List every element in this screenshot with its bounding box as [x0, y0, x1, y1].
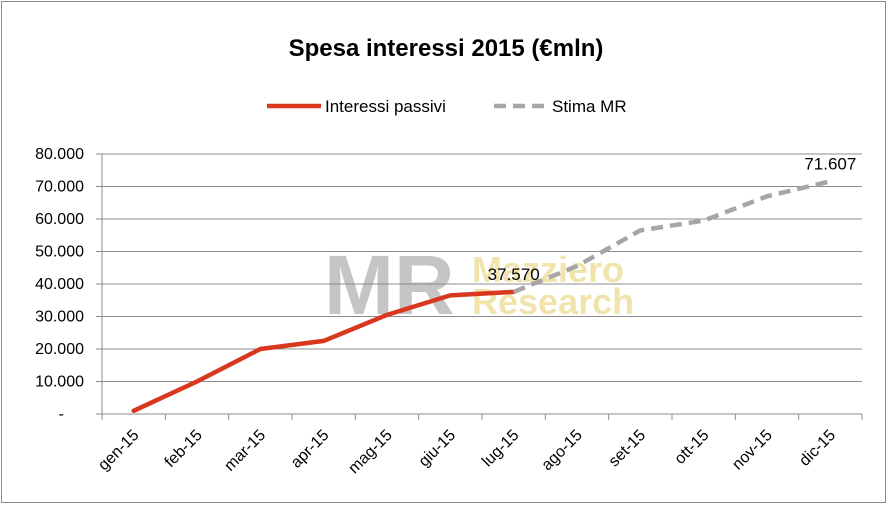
- x-tick-label: feb-15: [162, 427, 206, 471]
- y-tick-label: -: [59, 406, 64, 423]
- watermark-logo: MR Mazziero Research: [324, 238, 634, 332]
- x-axis-ticks: gen-15 feb-15 mar-15 apr-15 mag-15 giu-15 lug-…: [95, 427, 839, 477]
- gridlines: [96, 153, 863, 420]
- data-label: 71.607: [804, 154, 856, 173]
- x-tick-label: apr-15: [288, 427, 333, 472]
- x-tick-label: mar-15: [221, 427, 269, 475]
- data-labels: 37.570 71.607: [488, 154, 857, 284]
- watermark-line1: Mazziero: [472, 249, 624, 290]
- series-layer: [131, 179, 831, 414]
- x-tick-label: ago-15: [539, 427, 586, 474]
- legend-label: Interessi passivi: [325, 97, 446, 116]
- y-tick-label: 10.000: [35, 374, 84, 391]
- y-tick-label: 30.000: [35, 309, 84, 326]
- series-line: [512, 179, 831, 294]
- watermark-mr-letters: MR: [324, 238, 455, 332]
- y-tick-label: 50.000: [35, 244, 84, 261]
- legend: Interessi passivi Stima MR: [267, 97, 627, 116]
- x-tick-label: gen-15: [95, 427, 142, 474]
- y-axis-ticks: - 10.000 20.000 30.000 40.000 50.000 60.000 70.…: [35, 146, 84, 423]
- x-tick-label: lug-15: [479, 427, 523, 471]
- chart-title: Spesa interessi 2015 (€mln): [289, 35, 604, 62]
- data-label: 37.570: [488, 265, 540, 284]
- y-tick-label: 60.000: [35, 211, 84, 228]
- x-tick-label: dic-15: [796, 427, 839, 470]
- x-tick-label: set-15: [606, 427, 650, 471]
- legend-label: Stima MR: [552, 97, 627, 116]
- watermark-line2: Research: [472, 281, 634, 322]
- y-tick-label: 40.000: [35, 276, 84, 293]
- x-tick-label: nov-15: [729, 427, 776, 474]
- x-tick-label: giu-15: [416, 427, 460, 471]
- series-line: [131, 289, 516, 414]
- y-tick-label: 20.000: [35, 341, 84, 358]
- y-tick-label: 80.000: [35, 146, 84, 163]
- x-tick-label: mag-15: [345, 427, 395, 477]
- y-tick-label: 70.000: [35, 179, 84, 196]
- x-tick-label: ott-15: [672, 427, 713, 468]
